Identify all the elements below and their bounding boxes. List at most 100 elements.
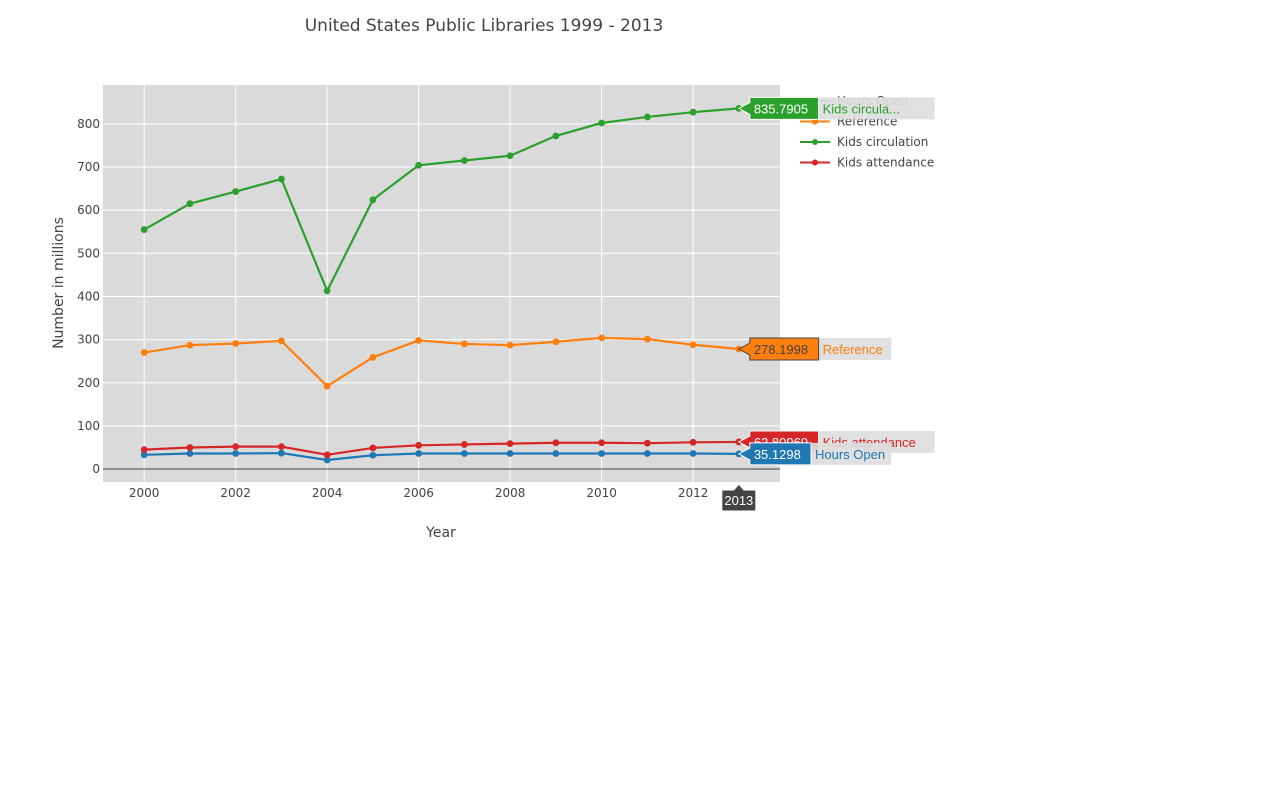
x-axis-title: Year [425,525,456,541]
hover-name-box [818,97,935,120]
hover-label-reference: 278.1998 Reference [737,337,892,361]
data-point[interactable] [506,152,514,160]
data-point[interactable] [277,449,285,457]
hover-x-value: 2013 [724,493,753,508]
hover-series-name: Kids circula... [823,101,900,116]
chart-title: United States Public Libraries 1999 - 20… [305,16,664,36]
legend-item-kids-circulation[interactable]: Kids circulation [800,135,928,149]
series-line[interactable] [143,336,739,388]
data-point[interactable] [415,450,423,457]
y-tick-label: 500 [77,246,100,260]
data-point[interactable] [277,443,285,451]
data-point[interactable] [506,450,514,457]
data-point[interactable] [643,113,651,121]
data-point[interactable] [415,161,423,169]
data-point[interactable] [369,451,377,459]
data-point[interactable] [323,382,331,390]
data-point[interactable] [460,340,468,348]
data-point[interactable] [460,441,468,448]
hover-name-box [811,442,892,465]
data-point[interactable] [552,439,560,447]
gridlines [103,85,780,482]
data-point[interactable] [598,334,606,342]
x-tick-label: 2012 [678,486,709,500]
hover-label-hours-open: 35.1298 Hours Open [737,442,892,466]
data-point[interactable] [460,157,468,164]
data-point[interactable] [506,440,514,447]
data-point[interactable] [598,439,606,447]
hover-value: 278.1998 [754,342,808,357]
data-point[interactable] [277,175,285,183]
data-point[interactable] [598,450,606,457]
y-axis-title: Number in millions [51,217,67,349]
series-kids-attendance[interactable] [140,438,743,459]
legend-label: Kids circulation [837,135,928,149]
hover-label-kids-circulation: 835.7905 Kids circula... [737,96,935,120]
hover-value-box [737,442,812,466]
data-point[interactable] [415,441,423,449]
x-tick-label: 2008 [495,486,526,500]
hover-value-box [737,96,820,120]
data-point[interactable] [552,132,560,140]
data-point[interactable] [643,335,651,343]
data-point[interactable] [140,349,148,356]
y-tick-label: 400 [77,289,100,303]
hover-labels: 835.7905 Kids circula... 278.1998 Reference… [721,96,935,512]
hover-name-box [818,338,892,361]
y-tick-label: 100 [77,419,100,433]
data-point[interactable] [598,119,606,127]
legend-label: Kids attendance [837,156,934,170]
legend-item-kids-attendance[interactable]: Kids attendance [800,156,934,170]
data-point[interactable] [323,287,331,295]
data-point[interactable] [186,341,194,349]
data-point[interactable] [323,451,331,459]
series-lines[interactable] [140,104,743,464]
data-point[interactable] [415,337,423,344]
series-line[interactable] [144,440,739,456]
hover-value-box [737,337,820,361]
data-point[interactable] [277,337,285,345]
legend-swatch-marker [812,118,818,125]
data-point[interactable] [506,341,514,349]
hover-x-box [721,483,757,512]
data-point[interactable] [186,200,194,208]
data-point[interactable] [323,456,331,464]
data-point[interactable] [140,451,148,459]
hover-series-name: Reference [823,342,883,357]
data-point[interactable] [689,450,697,457]
data-point[interactable] [552,450,560,457]
data-point[interactable] [232,340,240,347]
data-point[interactable] [689,341,697,349]
data-point[interactable] [369,444,377,452]
data-point[interactable] [552,338,560,346]
y-tick-label: 700 [77,160,100,174]
x-tick-label: 2006 [403,486,434,500]
hover-value: 35.1298 [754,447,801,462]
x-tick-label: 2010 [586,486,617,500]
data-point[interactable] [369,196,377,204]
series-reference[interactable] [140,334,743,390]
data-point[interactable] [186,444,194,451]
x-tick-label: 2004 [312,486,343,500]
y-tick-label: 600 [77,203,100,217]
y-tick-label: 300 [77,333,100,347]
data-point[interactable] [140,446,148,454]
data-point[interactable] [140,226,148,233]
x-tick-label: 2002 [220,486,251,500]
series-line[interactable] [144,451,739,462]
data-point[interactable] [369,353,377,361]
data-point[interactable] [232,450,240,457]
legend-swatch-marker [812,159,818,166]
data-point[interactable] [460,450,468,457]
data-point[interactable] [689,438,697,446]
data-point[interactable] [643,450,651,457]
data-point[interactable] [689,108,697,116]
data-point[interactable] [643,439,651,447]
data-point[interactable] [186,450,194,457]
hover-series-name: Hours Open [815,447,885,462]
data-point[interactable] [232,188,240,195]
tick-labels: 2000 2002 2004 2006 2008 2010 2012 0 100 200 300 40… [77,117,708,500]
series-line[interactable] [143,107,739,292]
data-point[interactable] [232,443,240,451]
